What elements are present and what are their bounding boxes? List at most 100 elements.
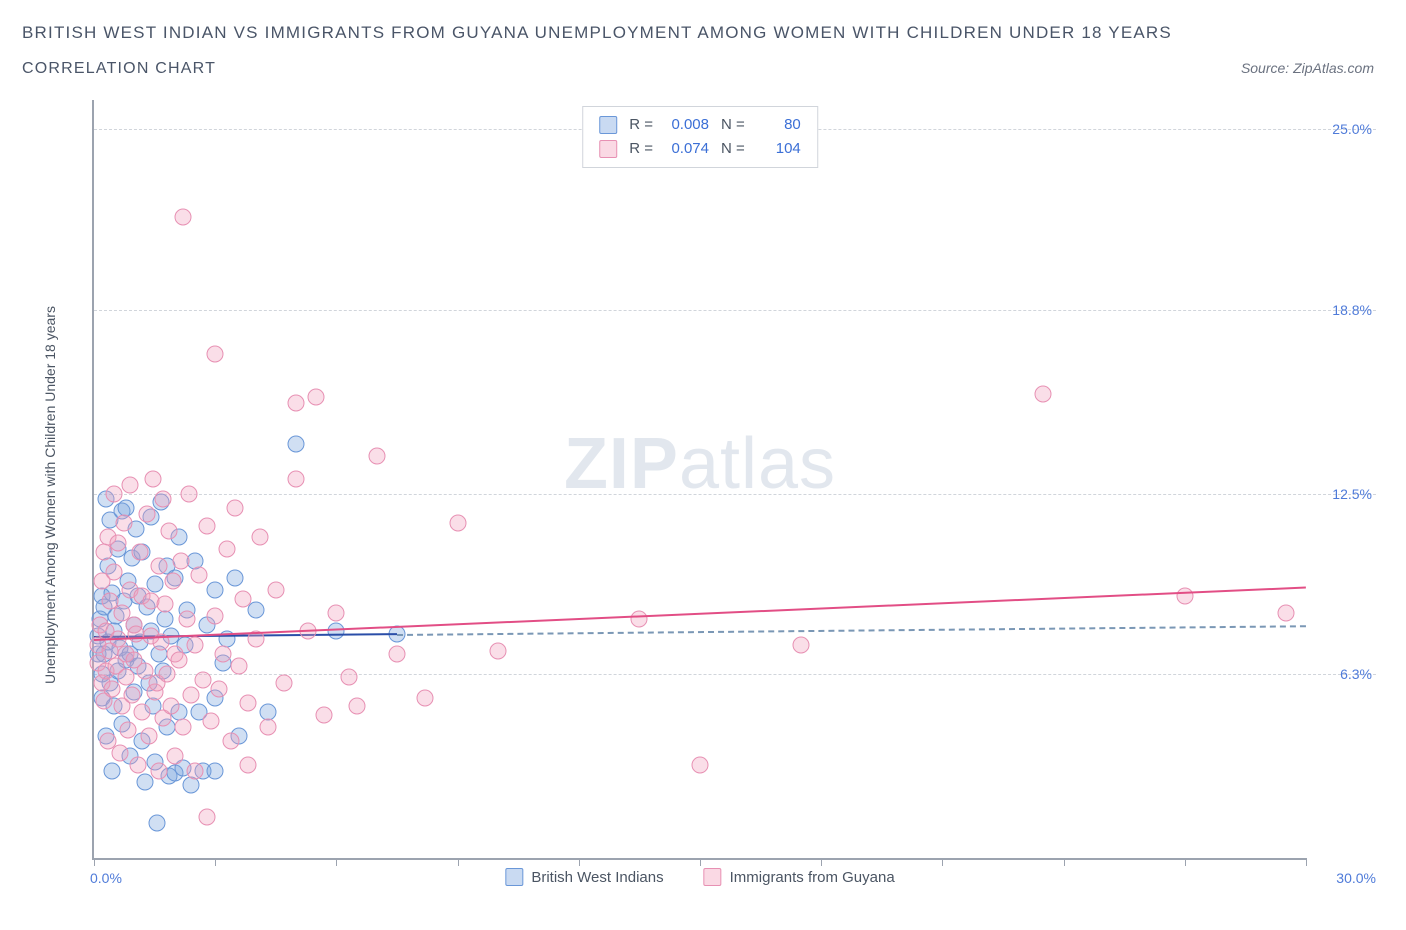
x-tick [215,858,216,866]
data-point [308,389,325,406]
legend-swatch-pink-icon [704,868,722,886]
chart-title: BRITISH WEST INDIAN VS IMMIGRANTS FROM G… [22,20,1384,46]
legend-label-pink: Immigrants from Guyana [730,869,895,886]
x-tick [942,858,943,866]
data-point [150,762,167,779]
data-point [104,680,121,697]
legend-swatch-blue-icon [505,868,523,886]
data-point [130,756,147,773]
data-point [160,523,177,540]
data-point [148,815,165,832]
data-point [118,669,135,686]
data-point [199,517,216,534]
watermark: ZIPatlas [564,423,836,505]
r-value-pink: 0.074 [661,137,709,161]
r-value-blue: 0.008 [661,113,709,137]
data-point [223,733,240,750]
data-point [162,698,179,715]
correlation-legend: R = 0.008 N = 80 R = 0.074 N = 104 [582,106,818,168]
data-point [140,727,157,744]
data-point [227,500,244,517]
data-point [348,698,365,715]
x-tick [579,858,580,866]
data-point [166,747,183,764]
data-point [199,809,216,826]
data-point [187,637,204,654]
data-point [154,491,171,508]
data-point [631,610,648,627]
y-tick-label: 12.5% [1312,486,1372,502]
data-point [138,505,155,522]
data-point [449,514,466,531]
data-point [267,581,284,598]
data-point [144,471,161,488]
data-point [207,762,224,779]
x-tick [1185,858,1186,866]
data-point [150,558,167,575]
y-tick-label: 25.0% [1312,121,1372,137]
data-point [231,657,248,674]
x-tick [336,858,337,866]
x-tick [821,858,822,866]
watermark-atlas: atlas [679,424,836,504]
data-point [124,686,141,703]
trend-line [397,625,1306,636]
legend-swatch-blue [599,116,617,134]
y-tick-label: 6.3% [1312,666,1372,682]
data-point [182,777,199,794]
data-point [174,208,191,225]
r-label: R = [629,137,653,161]
chart-area: Unemployment Among Women with Children U… [60,100,1376,890]
data-point [132,543,149,560]
source-attribution: Source: ZipAtlas.com [1241,60,1374,76]
y-tick-label: 18.8% [1312,302,1372,318]
chart-header: BRITISH WEST INDIAN VS IMMIGRANTS FROM G… [0,0,1406,78]
data-point [340,669,357,686]
data-point [490,643,507,660]
gridline [94,494,1376,495]
data-point [134,704,151,721]
data-point [172,552,189,569]
subtitle-row: CORRELATION CHART Source: ZipAtlas.com [22,60,1384,78]
data-point [120,721,137,738]
n-value-blue: 80 [753,113,801,137]
data-point [1176,587,1193,604]
data-point [288,471,305,488]
data-point [207,608,224,625]
data-point [793,637,810,654]
data-point [235,590,252,607]
data-point [180,485,197,502]
data-point [203,712,220,729]
data-point [104,762,121,779]
data-point [191,567,208,584]
data-point [110,535,127,552]
data-point [239,756,256,773]
x-origin-label: 0.0% [90,870,122,886]
data-point [389,645,406,662]
y-axis-title: Unemployment Among Women with Children U… [42,306,58,684]
r-label: R = [629,113,653,137]
data-point [106,564,123,581]
data-point [316,707,333,724]
data-point [368,447,385,464]
data-point [158,666,175,683]
data-point [288,436,305,453]
n-value-pink: 104 [753,137,801,161]
legend-swatch-pink [599,140,617,158]
x-tick [1064,858,1065,866]
data-point [178,610,195,627]
data-point [215,645,232,662]
data-point [417,689,434,706]
data-point [227,570,244,587]
data-point [170,651,187,668]
watermark-zip: ZIP [564,424,679,504]
data-point [112,745,129,762]
chart-subtitle: CORRELATION CHART [22,60,216,78]
data-point [251,529,268,546]
data-point [239,695,256,712]
data-point [156,596,173,613]
data-point [122,476,139,493]
series-legend: British West Indians Immigrants from Guy… [505,868,894,886]
x-tick [458,858,459,866]
data-point [288,395,305,412]
